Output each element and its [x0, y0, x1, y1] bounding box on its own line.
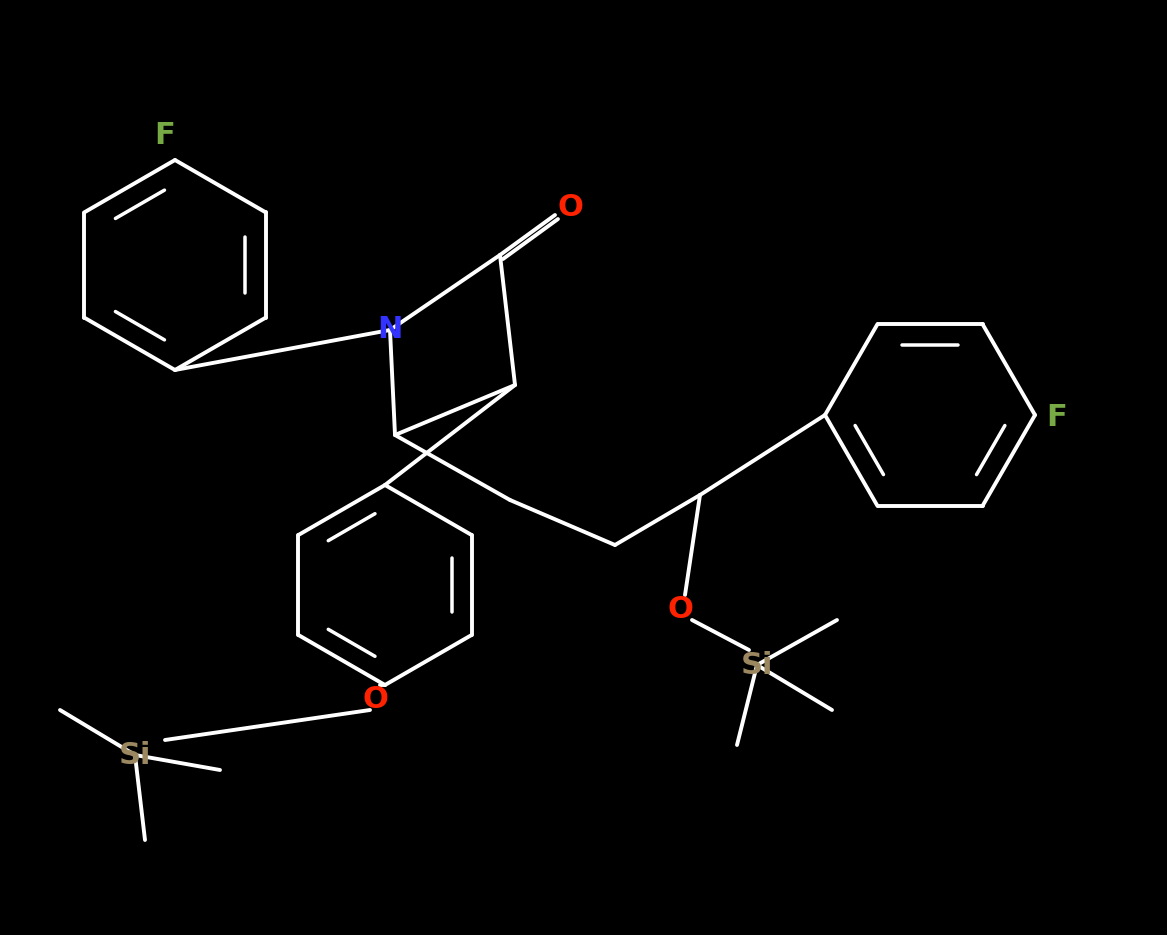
Text: F: F [1047, 402, 1068, 431]
Text: N: N [377, 315, 403, 344]
Text: O: O [557, 193, 584, 222]
Text: F: F [154, 121, 175, 150]
Text: Si: Si [741, 651, 774, 680]
Text: Si: Si [119, 741, 152, 770]
Text: O: O [668, 596, 693, 625]
Text: O: O [362, 685, 387, 714]
